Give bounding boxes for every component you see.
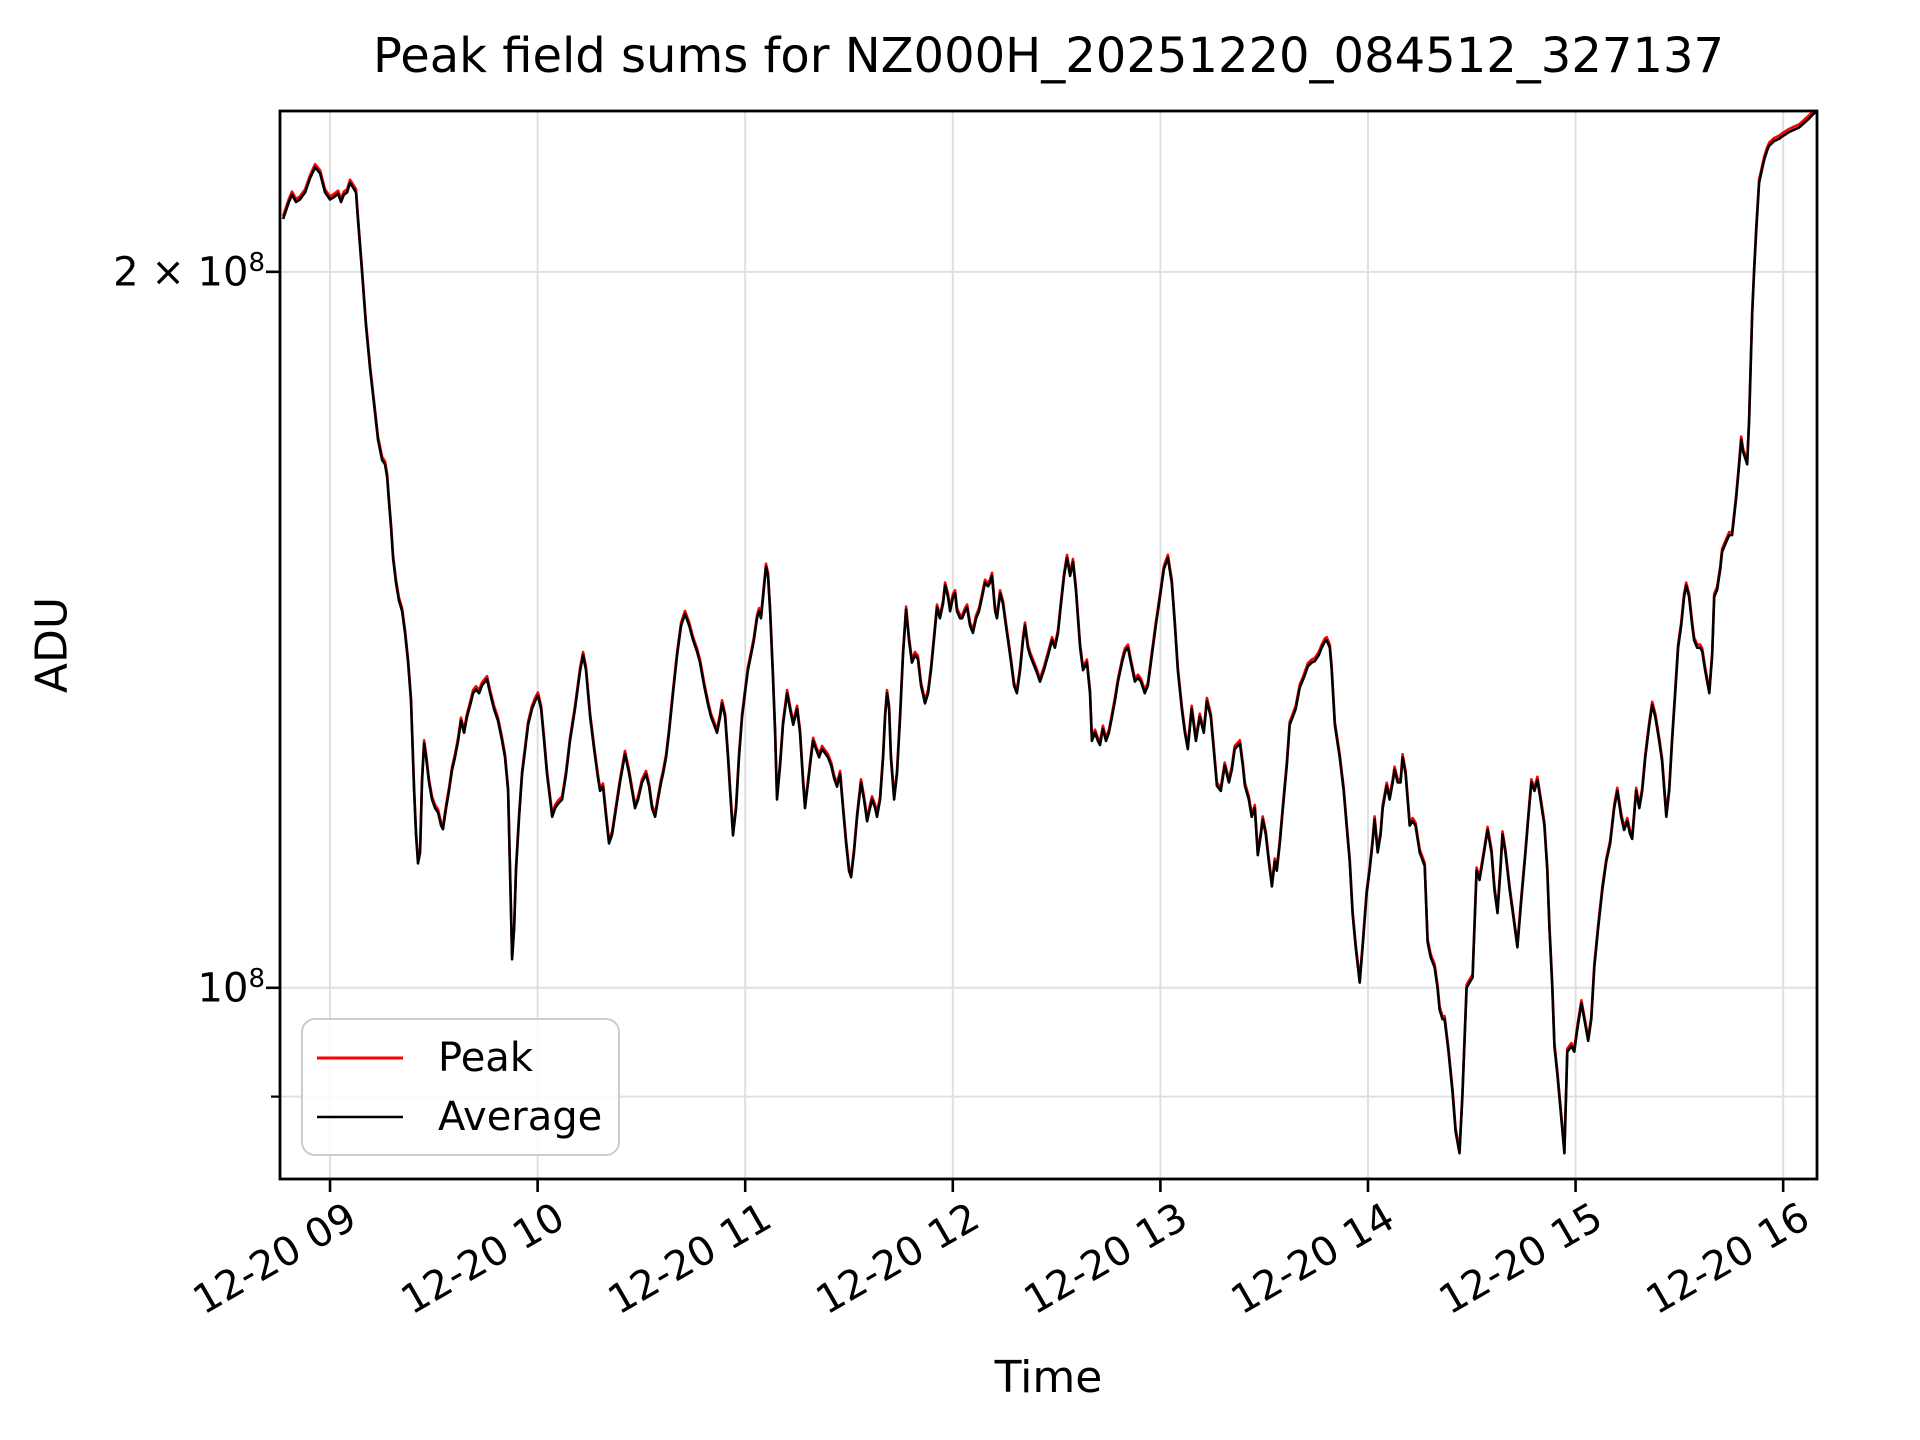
axes-spines — [278, 109, 1819, 1181]
chart-title: Peak field sums for NZ000H_20251220_0845… — [372, 28, 1725, 84]
average-line-sample — [317, 1115, 403, 1118]
series-layer — [281, 109, 1818, 1155]
legend-entry-peak: Peak — [317, 1038, 604, 1078]
series-line-peak — [281, 109, 1817, 1152]
axes-layer — [266, 109, 1819, 1192]
x-axis-label: Time — [994, 1352, 1103, 1403]
y-tick-label: 2 × 108 — [113, 247, 265, 296]
legend-label-average: Average — [438, 1093, 603, 1140]
y-tick-label: 108 — [197, 963, 265, 1012]
peak-line-sample — [317, 1056, 403, 1059]
legend-entry-average: Average — [317, 1097, 604, 1137]
legend: Peak Average — [301, 1018, 620, 1156]
legend-label-peak: Peak — [438, 1034, 533, 1081]
series-line-average — [281, 110, 1818, 1155]
y-axis-label: ADU — [26, 596, 78, 694]
